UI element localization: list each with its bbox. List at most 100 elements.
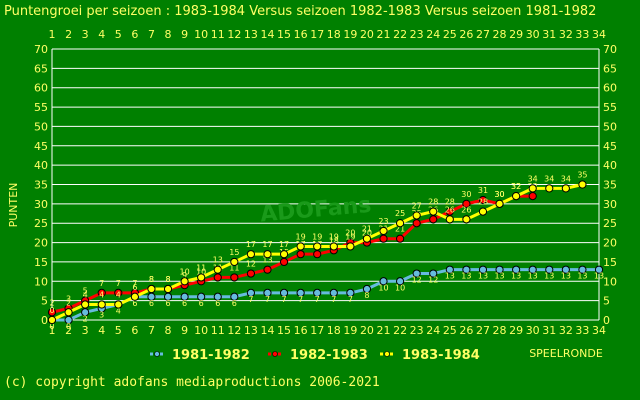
data-point bbox=[147, 284, 156, 294]
data-point bbox=[97, 300, 106, 309]
y-tick-label: 20 bbox=[603, 237, 617, 250]
x-tick-label: 13 bbox=[244, 28, 258, 41]
data-label: 10 bbox=[196, 267, 206, 276]
data-label: 13 bbox=[594, 272, 604, 281]
data-label: 19 bbox=[345, 232, 355, 241]
y-tick-label: 0 bbox=[41, 314, 48, 327]
data-point bbox=[512, 192, 521, 201]
data-point bbox=[545, 184, 554, 193]
x-tick-label: 4 bbox=[98, 28, 105, 41]
legend-label: 1981-1982 bbox=[172, 348, 250, 363]
x-tick-label: 24 bbox=[426, 28, 440, 41]
x-tick-label: 23 bbox=[410, 324, 424, 337]
legend-label: 1983-1984 bbox=[402, 348, 480, 363]
data-point bbox=[379, 226, 388, 236]
data-label: 2 bbox=[83, 314, 88, 323]
x-tick-label: 11 bbox=[211, 28, 225, 41]
data-label: 11 bbox=[229, 263, 239, 272]
data-point bbox=[478, 207, 488, 216]
data-label: 11 bbox=[196, 263, 206, 272]
data-point bbox=[279, 257, 289, 267]
y-tick-label: 70 bbox=[34, 43, 48, 56]
data-point bbox=[495, 199, 504, 208]
x-tick-label: 32 bbox=[559, 28, 573, 41]
data-label: 5 bbox=[83, 287, 88, 296]
data-label: 6 bbox=[232, 299, 237, 308]
data-label: 17 bbox=[246, 240, 256, 249]
data-point bbox=[147, 292, 156, 301]
data-point bbox=[528, 192, 537, 201]
data-label: 21 bbox=[395, 225, 405, 234]
data-point bbox=[495, 265, 504, 274]
data-label: 8 bbox=[165, 275, 170, 284]
data-label: 6 bbox=[182, 299, 187, 308]
data-point bbox=[445, 265, 454, 274]
data-point bbox=[230, 257, 239, 267]
data-point bbox=[329, 288, 338, 297]
data-point bbox=[395, 234, 405, 243]
data-label: 21 bbox=[362, 225, 372, 234]
data-point bbox=[163, 292, 173, 301]
data-point bbox=[395, 219, 405, 228]
x-tick-label: 21 bbox=[377, 324, 391, 337]
legend-label: 1982-1983 bbox=[290, 348, 368, 363]
data-point bbox=[213, 292, 222, 301]
x-tick-label: 10 bbox=[194, 28, 208, 41]
data-point bbox=[213, 265, 222, 274]
y-tick-label: 10 bbox=[34, 275, 48, 288]
data-point bbox=[462, 199, 471, 208]
x-tick-label: 18 bbox=[327, 28, 341, 41]
x-tick-label: 7 bbox=[148, 28, 155, 41]
data-label: 6 bbox=[132, 299, 137, 308]
y-tick-label: 45 bbox=[603, 140, 617, 153]
data-point bbox=[429, 269, 438, 278]
y-tick-label: 70 bbox=[603, 43, 617, 56]
x-tick-label: 22 bbox=[393, 28, 407, 41]
x-tick-label: 26 bbox=[459, 28, 473, 41]
data-label: 12 bbox=[428, 276, 438, 285]
x-tick-label: 14 bbox=[260, 324, 274, 337]
y-tick-label: 50 bbox=[34, 120, 48, 133]
data-label: 19 bbox=[329, 232, 339, 241]
data-label: 7 bbox=[99, 279, 104, 288]
grid-lines bbox=[51, 48, 600, 321]
data-point bbox=[412, 219, 421, 228]
data-label: 17 bbox=[262, 240, 272, 249]
y-tick-label: 40 bbox=[603, 159, 617, 172]
data-label: 7 bbox=[116, 279, 121, 288]
y-tick-label: 15 bbox=[603, 256, 617, 269]
data-point bbox=[362, 234, 372, 243]
x-tick-label: 2 bbox=[65, 28, 72, 41]
y-tick-label: 40 bbox=[34, 159, 48, 172]
x-tick-label: 34 bbox=[592, 28, 606, 41]
y-tick-label: 15 bbox=[34, 256, 48, 269]
data-label: 7 bbox=[248, 295, 253, 304]
data-point bbox=[578, 265, 587, 274]
data-label: 34 bbox=[561, 174, 571, 183]
data-point bbox=[445, 215, 454, 224]
x-tick-label: 19 bbox=[343, 324, 357, 337]
data-point bbox=[346, 288, 355, 297]
data-label: 6 bbox=[149, 299, 154, 308]
data-label: 10 bbox=[395, 283, 405, 292]
y-tick-label: 30 bbox=[34, 198, 48, 211]
x-tick-label: 3 bbox=[82, 324, 89, 337]
data-point bbox=[346, 242, 355, 251]
data-point bbox=[180, 292, 189, 301]
x-tick-label: 20 bbox=[360, 324, 374, 337]
data-label: 7 bbox=[315, 295, 320, 304]
x-tick-label: 31 bbox=[542, 324, 556, 337]
x-tick-label: 8 bbox=[165, 28, 172, 41]
data-label: 34 bbox=[544, 174, 554, 183]
data-point bbox=[97, 288, 106, 297]
data-label: 7 bbox=[331, 295, 336, 304]
data-point bbox=[528, 184, 537, 193]
y-axis-right-ticks: 0 5 10 15 20 25 30 35 40 45 50 55 60 65 70 bbox=[603, 43, 617, 327]
x-axis-top-ticks: 1 2 3 4 5 6 7 8 9 10 11 12 13 14 15 16 17 18 19 20 21 22 23 24 2… bbox=[49, 28, 607, 41]
data-label: 13 bbox=[478, 272, 488, 281]
data-label: 12 bbox=[412, 276, 422, 285]
data-label: 19 bbox=[296, 232, 306, 241]
data-label: 10 bbox=[378, 283, 388, 292]
